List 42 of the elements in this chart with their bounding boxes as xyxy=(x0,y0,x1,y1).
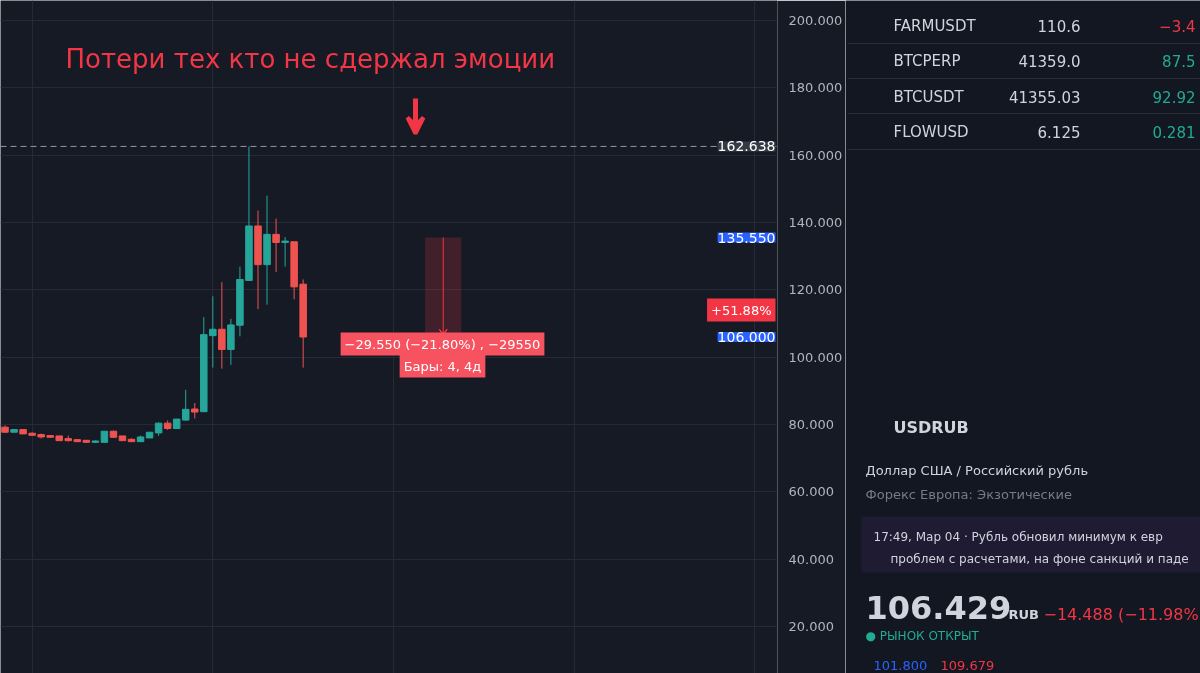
text: Доллар США / Российский рубль xyxy=(865,463,1089,478)
text: проблем с расчетами, на фоне санкций и паде xyxy=(890,551,1189,566)
text: 0.281 xyxy=(1152,123,1196,142)
text: 6.125 xyxy=(1037,123,1081,142)
text: RUB xyxy=(1008,607,1039,622)
y-tick-label: 100.000 xyxy=(788,349,843,365)
annotation: Бары: 4, 4д xyxy=(403,358,482,374)
y-tick-label: 120.000 xyxy=(788,282,843,298)
text: 87.5 xyxy=(1162,52,1196,71)
annotation: −29.550 (−21.80%) , −29550 xyxy=(344,336,541,352)
text: 41359.0 xyxy=(1018,52,1081,71)
y-tick-label: 180.000 xyxy=(788,80,843,96)
text: FLOWUSD xyxy=(893,122,969,141)
y-tick-label: 40.000 xyxy=(788,551,834,567)
annotation: 106.000 xyxy=(717,329,776,345)
text: ● РЫНОК ОТКРЫТ xyxy=(865,628,980,643)
text: −3.4 xyxy=(1159,17,1196,36)
text: 17:49, Мар 04 · Рубль обновил минимум к евр xyxy=(873,529,1163,544)
y-tick-label: 140.000 xyxy=(788,215,843,231)
text: FARMUSDT xyxy=(893,16,977,35)
annotation: +51.88% xyxy=(711,302,772,318)
candlestick xyxy=(281,236,289,268)
annotation: 135.550 xyxy=(717,229,776,246)
text: 92.92 xyxy=(1152,88,1196,107)
y-tick-label: 80.000 xyxy=(788,416,834,432)
y-tick-label: 200.000 xyxy=(788,13,843,29)
candlestick xyxy=(272,218,280,273)
text: 110.6 xyxy=(1037,17,1081,36)
annotation: Потери тех кто не сдержал эмоции xyxy=(65,43,556,74)
text: USDRUB xyxy=(893,418,969,437)
text: 101.800 xyxy=(873,658,928,673)
text: Форекс Европа: Экзотические xyxy=(865,487,1073,502)
text: 109.679 xyxy=(940,658,995,673)
text: BTCPERP xyxy=(893,51,961,70)
candlestick xyxy=(218,281,226,370)
y-tick-label: 160.000 xyxy=(788,147,843,163)
text: 41355.03 xyxy=(1008,88,1081,107)
y-tick-label: 60.000 xyxy=(788,484,834,500)
text: −14.488 (−11.98%) xyxy=(1043,605,1200,624)
y-tick-label: 20.000 xyxy=(788,618,834,634)
text: BTCUSDT xyxy=(893,87,965,106)
ref-line-label: 162.638 xyxy=(717,138,776,155)
